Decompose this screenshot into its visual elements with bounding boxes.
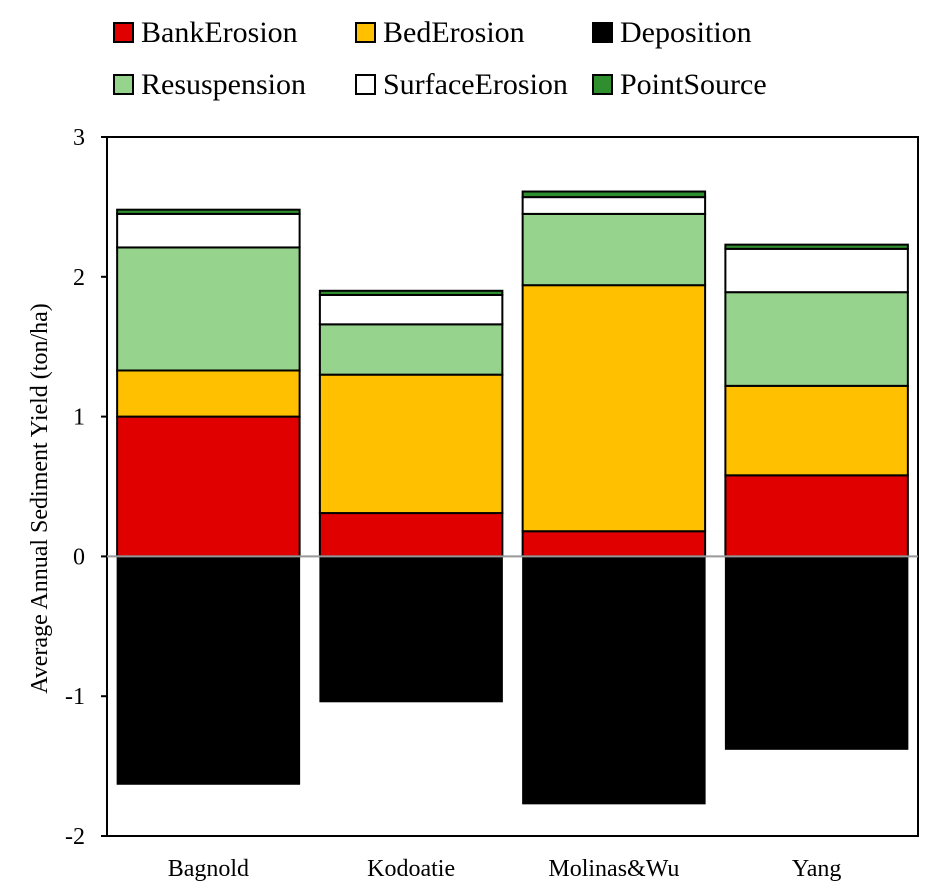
y-tick-label: 1	[73, 405, 85, 431]
bar-kodoatie-bankerosion	[318, 512, 504, 558]
bar-molinas-wu-resuspension	[521, 212, 707, 287]
legend: BankErosion BedErosion Deposition Resuspens…	[113, 16, 767, 101]
legend-label-pointsource: PointSource	[620, 68, 767, 101]
bar-molinas-wu-bederosion	[521, 284, 707, 533]
y-tick-label: -1	[65, 684, 85, 710]
y-tick-label: 0	[73, 544, 85, 570]
legend-label-bankerosion: BankErosion	[141, 16, 298, 49]
bars	[116, 190, 909, 805]
bar-bagnold-surfaceerosion	[116, 212, 301, 249]
bar-bagnold-deposition	[116, 555, 301, 785]
y-tick-label: -2	[65, 824, 85, 850]
bar-molinas-wu-bankerosion	[521, 530, 707, 558]
bar-molinas-wu-surfaceerosion	[521, 196, 707, 215]
legend-label-resuspension: Resuspension	[141, 68, 306, 101]
x-axis-labels: Bagnold Kodoatie Molinas&Wu Yang	[168, 856, 842, 882]
legend-swatch-surfaceerosion	[355, 74, 376, 95]
bar-kodoatie-pointsource	[318, 289, 504, 296]
legend-swatch-bederosion	[355, 22, 376, 43]
x-category-label: Yang	[792, 856, 842, 882]
bar-yang-bederosion	[724, 384, 909, 477]
bar-bagnold-resuspension	[116, 246, 301, 372]
bar-yang-resuspension	[724, 291, 909, 387]
legend-swatch-resuspension	[113, 74, 134, 95]
bar-kodoatie-resuspension	[318, 323, 504, 376]
y-axis-ticks: 3 2 1 0 -1 -2	[65, 125, 107, 850]
legend-swatch-bankerosion	[113, 22, 134, 43]
bar-yang-bankerosion	[724, 474, 909, 558]
legend-label-deposition: Deposition	[620, 16, 752, 49]
y-tick-label: 2	[73, 265, 85, 291]
bar-yang-deposition	[724, 555, 909, 750]
legend-swatch-pointsource	[592, 74, 613, 95]
bar-bagnold-bederosion	[116, 369, 301, 418]
bar-kodoatie-deposition	[319, 555, 503, 703]
legend-label-bederosion: BedErosion	[383, 16, 525, 49]
plot-area-frame	[106, 136, 919, 837]
bar-bagnold-pointsource	[116, 208, 301, 215]
x-category-label: Molinas&Wu	[548, 856, 679, 882]
legend-label-surfaceerosion: SurfaceErosion	[383, 68, 568, 101]
bar-yang-pointsource	[724, 243, 909, 250]
bar-molinas-wu-deposition	[522, 555, 706, 805]
bar-kodoatie-bederosion	[318, 373, 504, 515]
x-category-label: Bagnold	[168, 856, 249, 882]
bar-kodoatie-surfaceerosion	[318, 293, 504, 326]
y-axis-title: Average Annual Sediment Yield (ton/ha)	[27, 303, 53, 694]
bar-bagnold-bankerosion	[116, 415, 301, 558]
bar-yang-surfaceerosion	[724, 247, 909, 294]
legend-swatch-deposition	[592, 22, 613, 43]
y-tick-label: 3	[73, 125, 85, 151]
x-category-label: Kodoatie	[367, 856, 455, 882]
bar-molinas-wu-pointsource	[521, 190, 707, 199]
